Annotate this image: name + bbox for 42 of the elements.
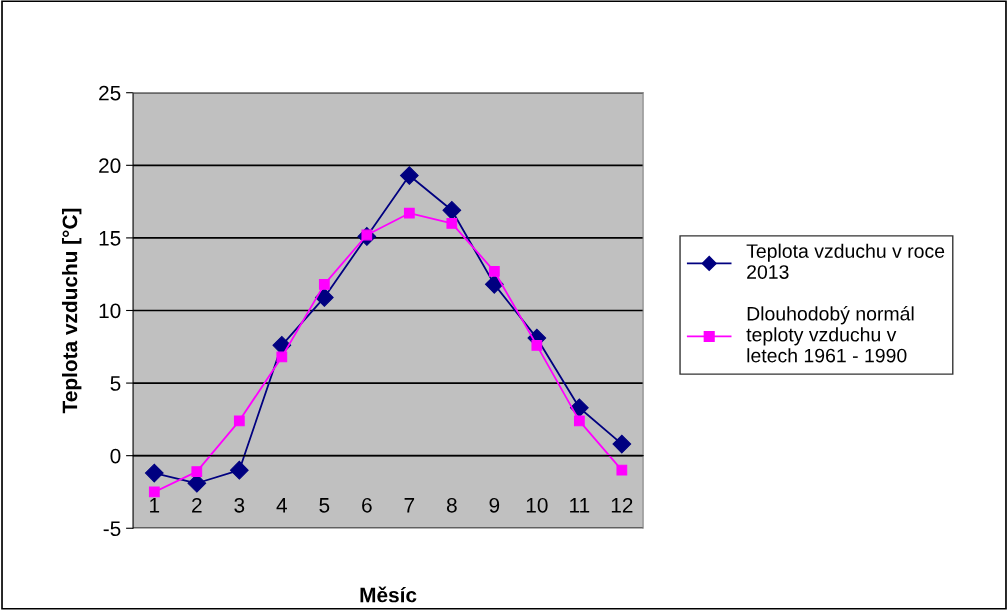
point [573, 415, 585, 427]
x-tick-label: 9 [489, 497, 500, 513]
x-tick-label: 8 [446, 497, 457, 513]
x-tick-label: 5 [319, 498, 330, 513]
legend-label: Teplota vzduchu v roce 2013 [746, 243, 945, 279]
y-tick-label: 0 [110, 448, 121, 464]
point [148, 486, 160, 498]
x-tick-label: 2 [192, 497, 202, 513]
x-tick-label: 10 [526, 497, 548, 513]
x-tick-label: 7 [404, 498, 415, 513]
y-tick-label: 10 [99, 303, 121, 319]
point [403, 207, 415, 219]
y-axis-title: Teplota vzduchu [°C] [61, 208, 82, 414]
x-tick-label: 12 [611, 497, 633, 513]
point [276, 351, 288, 363]
point [531, 339, 543, 351]
y-tick-label: 5 [110, 376, 121, 391]
point [318, 278, 330, 290]
point [233, 415, 245, 427]
y-tick-label: 20 [99, 158, 121, 174]
point [616, 464, 628, 476]
point [442, 200, 462, 220]
x-tick-label: 3 [234, 497, 245, 513]
legend-label: Dlouhodobý normál teploty vzduchu v letech 1961 - 1990 [746, 306, 914, 363]
point [314, 288, 334, 307]
x-tick-label: 6 [362, 497, 372, 513]
x-tick-label: 1 [150, 498, 160, 513]
point [399, 166, 419, 185]
point [191, 466, 203, 478]
y-tick-label: 15 [99, 231, 121, 246]
point [272, 335, 292, 355]
y-tick-label: 25 [99, 85, 121, 101]
point [612, 434, 632, 454]
point [488, 265, 500, 277]
y-tick-label: -5 [103, 521, 121, 537]
x-tick-label: 4 [276, 498, 287, 513]
point [229, 460, 249, 480]
x-tick-label: 11 [570, 498, 590, 513]
point [144, 463, 164, 483]
point [446, 218, 458, 229]
point [484, 275, 504, 294]
x-axis-title: Měsíc [360, 586, 417, 603]
